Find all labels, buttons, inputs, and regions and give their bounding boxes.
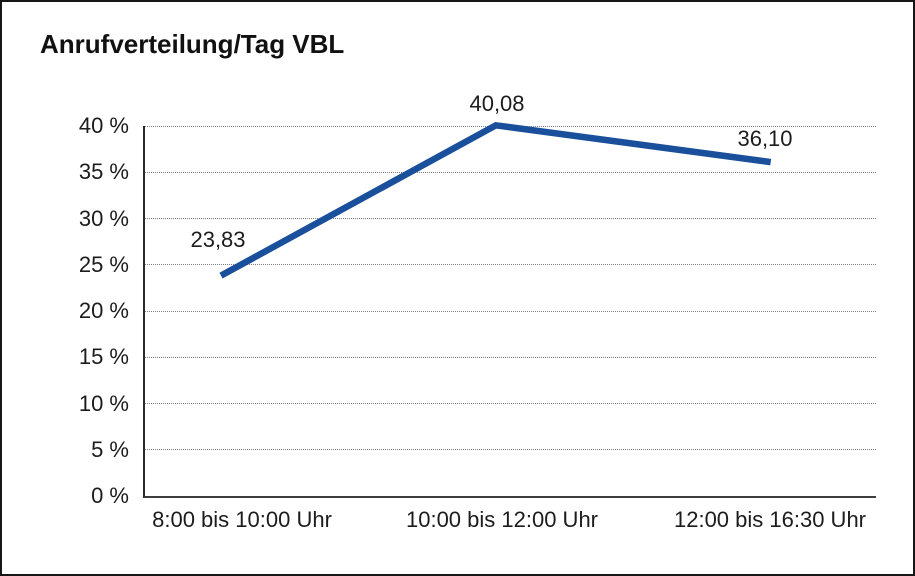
gridline — [145, 403, 876, 404]
x-axis-label-1: 8:00 bis 10:00 Uhr — [152, 507, 332, 532]
data-line — [219, 122, 772, 279]
y-axis-tick-label: 20 % — [78, 298, 129, 323]
chart-title: Anrufverteilung/Tag VBL — [40, 29, 345, 59]
gridline — [145, 356, 876, 358]
x-axis-label-3: 12:00 bis 16:30 Uhr — [673, 507, 867, 532]
y-axis-tick-label: 30 % — [78, 205, 129, 231]
data-label-3: 36,10 — [737, 126, 793, 151]
line-series — [219, 122, 772, 279]
data-label-2: 40,08 — [469, 91, 525, 116]
y-axis-tick-label: 25 % — [78, 251, 129, 277]
x-axis-label-2: 10:00 bis 12:00 Uhr — [405, 507, 599, 532]
gridline — [145, 171, 876, 173]
gridline — [145, 264, 876, 266]
y-axis-tick-label: 15 % — [78, 344, 129, 370]
y-axis-tick-label: 5 % — [91, 436, 129, 462]
gridline — [145, 449, 876, 451]
y-axis-tick-label: 10 % — [78, 390, 129, 416]
data-label-1: 23,83 — [190, 227, 246, 252]
y-axis-tick-label: 35 % — [78, 159, 129, 185]
y-axis-tick-label: 0 % — [91, 483, 129, 508]
gridline — [145, 310, 876, 312]
plot-area — [143, 122, 876, 498]
y-axis-tick-label: 40 % — [78, 113, 129, 138]
gridline — [145, 218, 876, 219]
